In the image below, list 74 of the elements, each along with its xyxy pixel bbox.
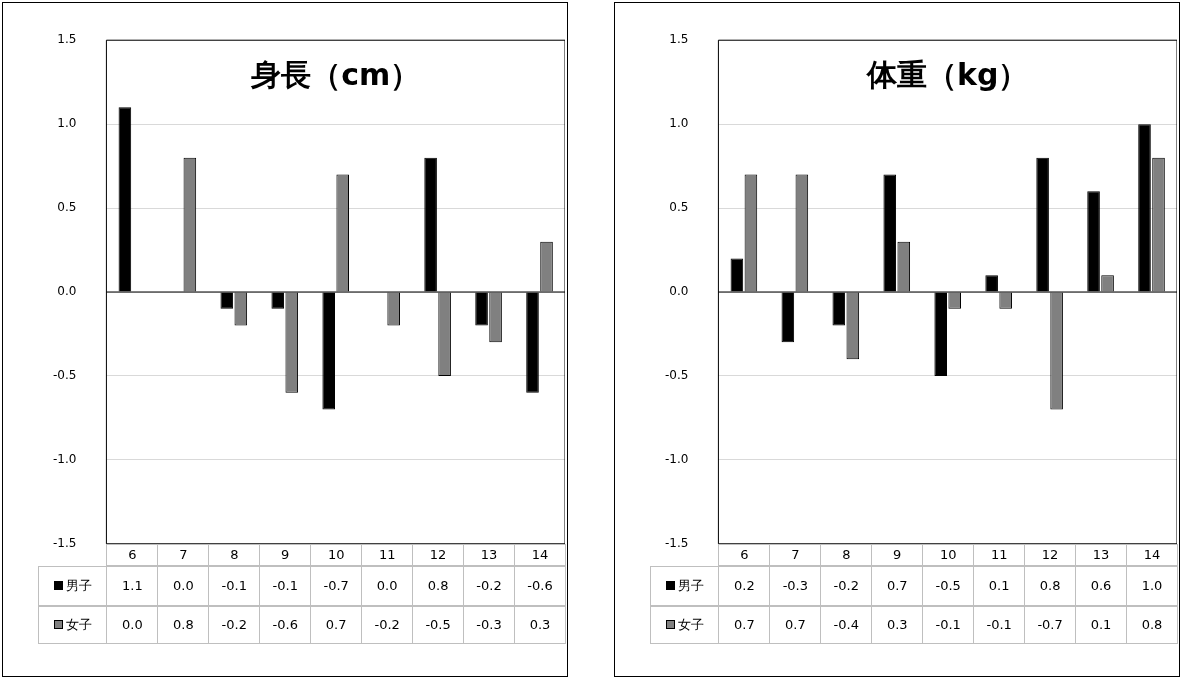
y-tick-label: -0.5	[52, 368, 77, 383]
data-label: -0.4	[820, 605, 873, 644]
legend-label: 女子	[676, 615, 704, 634]
data-label: -0.2	[820, 565, 873, 606]
x-tick-label: 6	[718, 543, 771, 566]
data-label: -0.1	[973, 605, 1026, 644]
data-label: 0.8	[1024, 565, 1077, 606]
data-label: 0.6	[1075, 565, 1128, 606]
x-tick-label: 11	[973, 543, 1026, 566]
x-tick-label: 8	[208, 543, 261, 566]
data-label: 0.7	[718, 605, 771, 644]
x-tick-label: 11	[361, 543, 414, 566]
y-tick-label: 0.0	[669, 284, 689, 299]
x-tick-label: 13	[463, 543, 516, 566]
data-label: 0.1	[973, 565, 1026, 606]
data-label: 0.0	[361, 565, 414, 606]
data-label: -0.3	[769, 565, 822, 606]
data-label: 0.7	[871, 565, 924, 606]
data-label: 0.0	[106, 605, 159, 644]
y-tick-label: 0.0	[57, 284, 77, 299]
data-label: 1.0	[1126, 565, 1178, 606]
data-label: 0.8	[157, 605, 210, 644]
data-label: 0.8	[1126, 605, 1178, 644]
data-label: -0.1	[208, 565, 261, 606]
data-label: -0.2	[361, 605, 414, 644]
legend-label: 男子	[64, 576, 92, 595]
y-tick-label: 0.5	[57, 200, 77, 215]
data-label: -0.5	[922, 565, 975, 606]
data-label: -0.7	[1024, 605, 1077, 644]
data-label: 0.0	[157, 565, 210, 606]
y-tick-label: -1.5	[52, 535, 77, 550]
y-tick-label: 1.0	[669, 116, 689, 131]
data-label: -0.5	[412, 605, 465, 644]
x-tick-label: 14	[514, 543, 566, 566]
x-tick-label: 14	[1126, 543, 1178, 566]
x-tick-label: 13	[1075, 543, 1128, 566]
x-tick-label: 12	[1024, 543, 1077, 566]
x-tick-label: 8	[820, 543, 873, 566]
data-label: 0.1	[1075, 605, 1128, 644]
data-label: 0.3	[514, 605, 566, 644]
data-label: -0.1	[922, 605, 975, 644]
text: 身長（cm）	[250, 57, 421, 92]
data-label: -0.7	[310, 565, 363, 606]
legend-label: 男子	[676, 576, 704, 595]
x-tick-label: 7	[769, 543, 822, 566]
data-label: -0.6	[514, 565, 566, 606]
y-tick-label: -1.5	[664, 535, 689, 550]
y-tick-label: -1.0	[664, 451, 689, 466]
x-tick-label: 10	[922, 543, 975, 566]
x-tick-label: 9	[259, 543, 312, 566]
x-tick-label: 10	[310, 543, 363, 566]
y-tick-label: -1.0	[52, 451, 77, 466]
x-tick-label: 6	[106, 543, 159, 566]
x-tick-label: 12	[412, 543, 465, 566]
x-tick-label: 7	[157, 543, 210, 566]
data-label: 0.7	[769, 605, 822, 644]
y-tick-label: 0.5	[669, 200, 689, 215]
data-label: 1.1	[106, 565, 159, 606]
y-tick-label: 1.5	[57, 32, 77, 47]
data-label: 0.7	[310, 605, 363, 644]
y-tick-label: -0.5	[664, 368, 689, 383]
data-label: -0.2	[208, 605, 261, 644]
data-label: -0.1	[259, 565, 312, 606]
y-tick-label: 1.0	[57, 116, 77, 131]
data-label: 0.8	[412, 565, 465, 606]
x-tick-label: 9	[871, 543, 924, 566]
text: 体重（kg）	[865, 57, 1029, 92]
y-tick-label: 1.5	[669, 32, 689, 47]
legend-label: 女子	[64, 615, 92, 634]
data-label: 0.3	[871, 605, 924, 644]
data-label: 0.2	[718, 565, 771, 606]
data-label: -0.6	[259, 605, 312, 644]
data-label: -0.3	[463, 605, 516, 644]
data-label: -0.2	[463, 565, 516, 606]
